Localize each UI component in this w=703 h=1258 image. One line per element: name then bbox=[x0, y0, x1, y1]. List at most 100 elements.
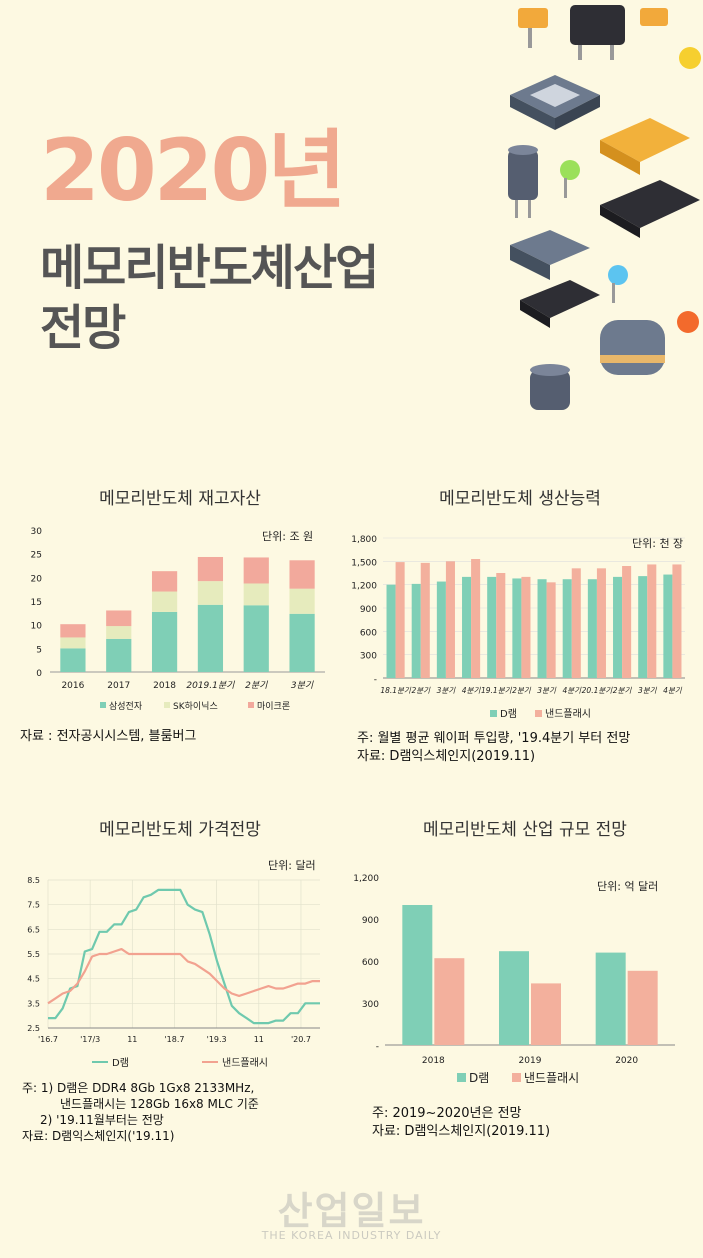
title-line-1: 메모리반도체산업 bbox=[40, 240, 379, 296]
x-tick-label: 2019 bbox=[519, 1056, 542, 1066]
chart3-note-3: 2) '19.11월부터는 전망 bbox=[40, 1113, 164, 1127]
chart2-source: 자료: D램익스체인지(2019.11) bbox=[357, 749, 536, 764]
chart1-inventory: 0 5 10 15 20 25 30 2016 2017 2018 2019.1분기 2분기 3분기삼성… bbox=[31, 527, 325, 712]
x-tick-label: 18.1분기 bbox=[380, 686, 412, 695]
bar-2 bbox=[289, 560, 315, 589]
y-tick-label: 10 bbox=[31, 622, 43, 632]
bar-1 bbox=[521, 576, 531, 678]
y-tick-label: 25 bbox=[31, 551, 42, 561]
bar-0 bbox=[436, 581, 446, 678]
y-tick-label: 20 bbox=[31, 574, 43, 584]
x-tick-label: 19.1분기 bbox=[481, 686, 513, 695]
chart3-price: 2.5 3.5 4.5 5.5 6.5 7.5 8.5 '16.7 '17/3 11 '18.7 '1… bbox=[27, 876, 320, 1069]
bar-2 bbox=[60, 624, 86, 638]
x-tick-label: 4분기 bbox=[562, 686, 582, 695]
bar-1 bbox=[672, 564, 682, 678]
y-tick-label: 4.5 bbox=[27, 975, 40, 984]
legend-swatch bbox=[457, 1073, 466, 1082]
bar-2 bbox=[151, 571, 178, 592]
x-tick-label: 2018 bbox=[153, 681, 176, 691]
series-line-0 bbox=[48, 888, 320, 1025]
watermark: 산업일보 THE KOREA INDUSTRY DAILY bbox=[0, 1180, 703, 1242]
chart3-unit: 단위: 달러 bbox=[268, 859, 316, 872]
x-tick-label: 4분기 bbox=[462, 686, 482, 695]
bar-0 bbox=[151, 611, 178, 672]
chart3-source: 자료: D램익스체인지('19.11) bbox=[22, 1129, 175, 1143]
bar-0 bbox=[106, 638, 132, 672]
bar-0 bbox=[537, 579, 547, 678]
main-title: 메모리반도체산업 전망 bbox=[40, 238, 480, 358]
y-tick-label: 900 bbox=[360, 605, 377, 615]
bar-1 bbox=[496, 573, 506, 678]
crystal-icon bbox=[600, 320, 665, 375]
bar-0 bbox=[60, 648, 86, 672]
x-tick-label: 11 bbox=[127, 1035, 137, 1044]
y-tick-label: 1,800 bbox=[351, 535, 377, 545]
bar-1 bbox=[531, 983, 561, 1045]
legend-label: 삼성전자 bbox=[109, 701, 143, 712]
bar-0 bbox=[462, 576, 472, 678]
chart2-title: 메모리반도체 생산능력 bbox=[439, 489, 601, 509]
y-tick-label: 1,200 bbox=[351, 582, 377, 592]
bar-1 bbox=[546, 582, 556, 678]
bar-1 bbox=[289, 588, 315, 614]
x-tick-label: 20.1분기 bbox=[582, 686, 614, 695]
x-tick-label: 2017 bbox=[107, 681, 130, 691]
x-tick-label: 2019.1분기 bbox=[186, 680, 235, 691]
chart3-note-2: 낸드플래시는 128Gb 16x8 MLC 기준 bbox=[60, 1097, 259, 1111]
connector-icon bbox=[510, 230, 590, 280]
x-tick-label: 11 bbox=[254, 1035, 264, 1044]
bar-0 bbox=[402, 905, 433, 1045]
x-tick-label: 3분기 bbox=[291, 680, 314, 691]
title-line-2: 전망 bbox=[40, 300, 126, 356]
x-tick-label: 2016 bbox=[61, 681, 84, 691]
y-tick-label: 6.5 bbox=[27, 925, 40, 934]
year-title: 2020년 bbox=[40, 121, 346, 221]
legend-label: D램 bbox=[469, 1071, 489, 1085]
led-icon bbox=[560, 47, 701, 333]
y-tick-label: 7.5 bbox=[27, 901, 40, 910]
bar-1 bbox=[471, 559, 481, 678]
ic-chip-icon bbox=[520, 180, 700, 328]
bar-0 bbox=[243, 605, 269, 672]
chart3-title: 메모리반도체 가격전망 bbox=[99, 820, 261, 840]
x-tick-label: 2018 bbox=[422, 1056, 445, 1066]
bar-1 bbox=[647, 564, 657, 678]
y-tick-label: 1,500 bbox=[351, 558, 377, 568]
y-tick-label: 0 bbox=[36, 669, 42, 679]
legend-label: D램 bbox=[500, 708, 517, 720]
legend-label: SK하이닉스 bbox=[173, 701, 218, 712]
bar-1 bbox=[596, 568, 606, 678]
bar-1 bbox=[627, 970, 658, 1045]
y-tick-label: 2.5 bbox=[27, 1024, 40, 1033]
capacitor-icon bbox=[508, 145, 538, 218]
y-tick-label: 3.5 bbox=[27, 999, 40, 1008]
x-tick-label: '17/3 bbox=[80, 1035, 100, 1044]
bar-1 bbox=[420, 562, 430, 678]
y-tick-label: 300 bbox=[360, 652, 377, 662]
bar-1 bbox=[571, 568, 581, 678]
x-tick-label: '20.7 bbox=[291, 1035, 311, 1044]
bar-0 bbox=[587, 579, 597, 678]
y-tick-label: 5.5 bbox=[27, 950, 40, 959]
bar-1 bbox=[622, 566, 632, 678]
orange-resistor-icon bbox=[518, 8, 668, 48]
bar-1 bbox=[395, 562, 405, 678]
x-tick-label: '18.7 bbox=[164, 1035, 184, 1044]
bar-0 bbox=[197, 604, 224, 672]
y-tick-label: - bbox=[376, 1042, 379, 1052]
x-tick-label: 2분기 bbox=[411, 686, 431, 695]
legend-swatch bbox=[100, 702, 106, 708]
bar-0 bbox=[487, 576, 497, 678]
bar-0 bbox=[638, 576, 648, 678]
x-tick-label: 2분기 bbox=[512, 686, 532, 695]
y-tick-label: 8.5 bbox=[27, 876, 40, 885]
x-tick-label: 3분기 bbox=[638, 686, 658, 695]
legend-label: 마이크론 bbox=[257, 701, 290, 712]
semiconductor-illustration bbox=[500, 0, 703, 420]
y-tick-label: 1,200 bbox=[353, 874, 379, 884]
x-tick-label: 2020 bbox=[615, 1056, 638, 1066]
legend-label: D램 bbox=[112, 1057, 129, 1069]
bar-1 bbox=[197, 581, 224, 605]
